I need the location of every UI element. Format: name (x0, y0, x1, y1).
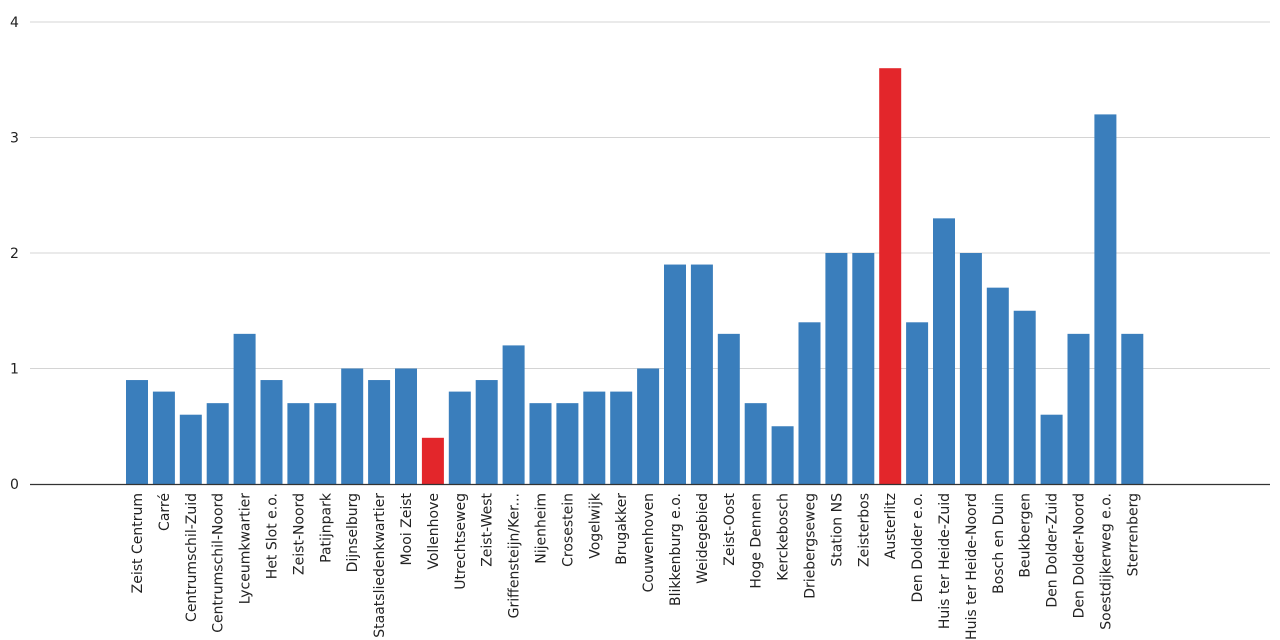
bar (314, 403, 337, 484)
x-tick-label: Hoge Dennen (749, 493, 765, 589)
x-tick-label: Beukbergen (1018, 493, 1034, 578)
x-tick-label: Den Dolder-Zuid (1045, 493, 1061, 608)
x-axis-labels: Zeist Centrum Carré Centrumschil-Zuid Centr… (130, 492, 1141, 640)
bar (906, 322, 929, 484)
bar (583, 391, 606, 484)
x-tick-label: Zeist-West (480, 492, 496, 566)
x-tick-label: Huis ter Heide-Zuid (937, 493, 953, 629)
x-tick-label: Bosch en Duin (991, 493, 1007, 594)
bar (690, 264, 713, 484)
x-tick-label: Patijnpark (318, 492, 334, 563)
bar (798, 322, 821, 484)
bar (448, 391, 471, 484)
bar (421, 437, 444, 484)
x-tick-label: Griffensteijn/Ker... (507, 493, 523, 618)
bar (233, 333, 256, 484)
bar (744, 403, 767, 484)
bar (152, 391, 175, 484)
bar (287, 403, 310, 484)
bar (341, 368, 364, 484)
x-tick-label: Utrechtseweg (453, 493, 469, 590)
bar (368, 380, 391, 484)
y-axis-ticks: 0 1 2 3 4 (10, 15, 19, 493)
bars (126, 68, 1144, 485)
bar (933, 218, 955, 484)
bar (1094, 114, 1117, 485)
y-tick-label: 2 (10, 246, 19, 262)
x-tick-label: Centrumschil-Noord (211, 493, 227, 633)
x-tick-label: Mooi Zeist (399, 493, 415, 566)
y-tick-label: 0 (10, 477, 19, 493)
bar (664, 264, 686, 484)
bar (1121, 333, 1144, 484)
x-tick-label: Den Dolder-Noord (1072, 493, 1088, 618)
bar (637, 368, 660, 484)
bar (610, 391, 633, 484)
bar (1040, 414, 1063, 484)
x-tick-label: Vogelwijk (587, 492, 603, 559)
x-tick-label: Huis ter Heide-Noord (964, 493, 980, 640)
x-tick-label: Centrumschil-Zuid (184, 493, 200, 622)
x-tick-label: Crosestein (560, 493, 576, 567)
bar (717, 333, 740, 484)
x-tick-label: Brugakker (614, 493, 630, 565)
x-tick-label: Soestdijkerweg e.o. (1098, 493, 1114, 630)
x-tick-label: Den Dolder e.o. (910, 493, 926, 603)
x-tick-label: Zeist-Oost (722, 492, 738, 565)
x-tick-label: Austerlitz (883, 493, 899, 559)
bar (1013, 310, 1036, 484)
bar (260, 380, 283, 484)
x-tick-label: Lyceumkwartier (238, 493, 254, 605)
x-tick-label: Blikkenburg e.o. (668, 493, 684, 606)
x-tick-label: Vollenhove (426, 493, 442, 570)
bar (126, 380, 148, 484)
x-tick-label: Sterrenberg (1125, 493, 1141, 576)
bar (395, 368, 417, 484)
bar (771, 426, 794, 484)
x-tick-label: Zeist Centrum (130, 493, 146, 593)
gridlines (30, 21, 1270, 369)
bar (825, 253, 848, 484)
bar (879, 68, 902, 484)
x-tick-label: Driebergseweg (803, 493, 819, 599)
bar (556, 403, 579, 484)
x-tick-label: Staatsliedenkwartier (372, 493, 388, 638)
bar (502, 345, 525, 484)
bar (852, 253, 875, 484)
x-tick-label: Het Slot e.o. (265, 493, 281, 579)
bar (959, 253, 982, 484)
y-tick-label: 4 (10, 15, 19, 31)
bar (529, 403, 552, 484)
x-tick-label: Carré (157, 493, 173, 531)
bar (179, 414, 202, 484)
bar (475, 380, 498, 484)
x-tick-label: Kerckebosch (776, 493, 792, 581)
x-tick-label: Nijenheim (534, 493, 550, 564)
y-tick-label: 3 (10, 131, 19, 147)
x-tick-label: Zeisterbos (856, 493, 872, 567)
x-tick-label: Dijnselburg (345, 493, 361, 572)
y-tick-label: 1 (10, 362, 19, 378)
bar (206, 403, 229, 484)
bar (986, 287, 1009, 484)
x-tick-label: Zeist-Noord (291, 493, 307, 575)
x-tick-label: Station NS (829, 493, 845, 567)
x-tick-label: Couwenhoven (641, 493, 657, 592)
bar (1067, 333, 1090, 484)
x-tick-label: Weidegebied (695, 493, 711, 584)
